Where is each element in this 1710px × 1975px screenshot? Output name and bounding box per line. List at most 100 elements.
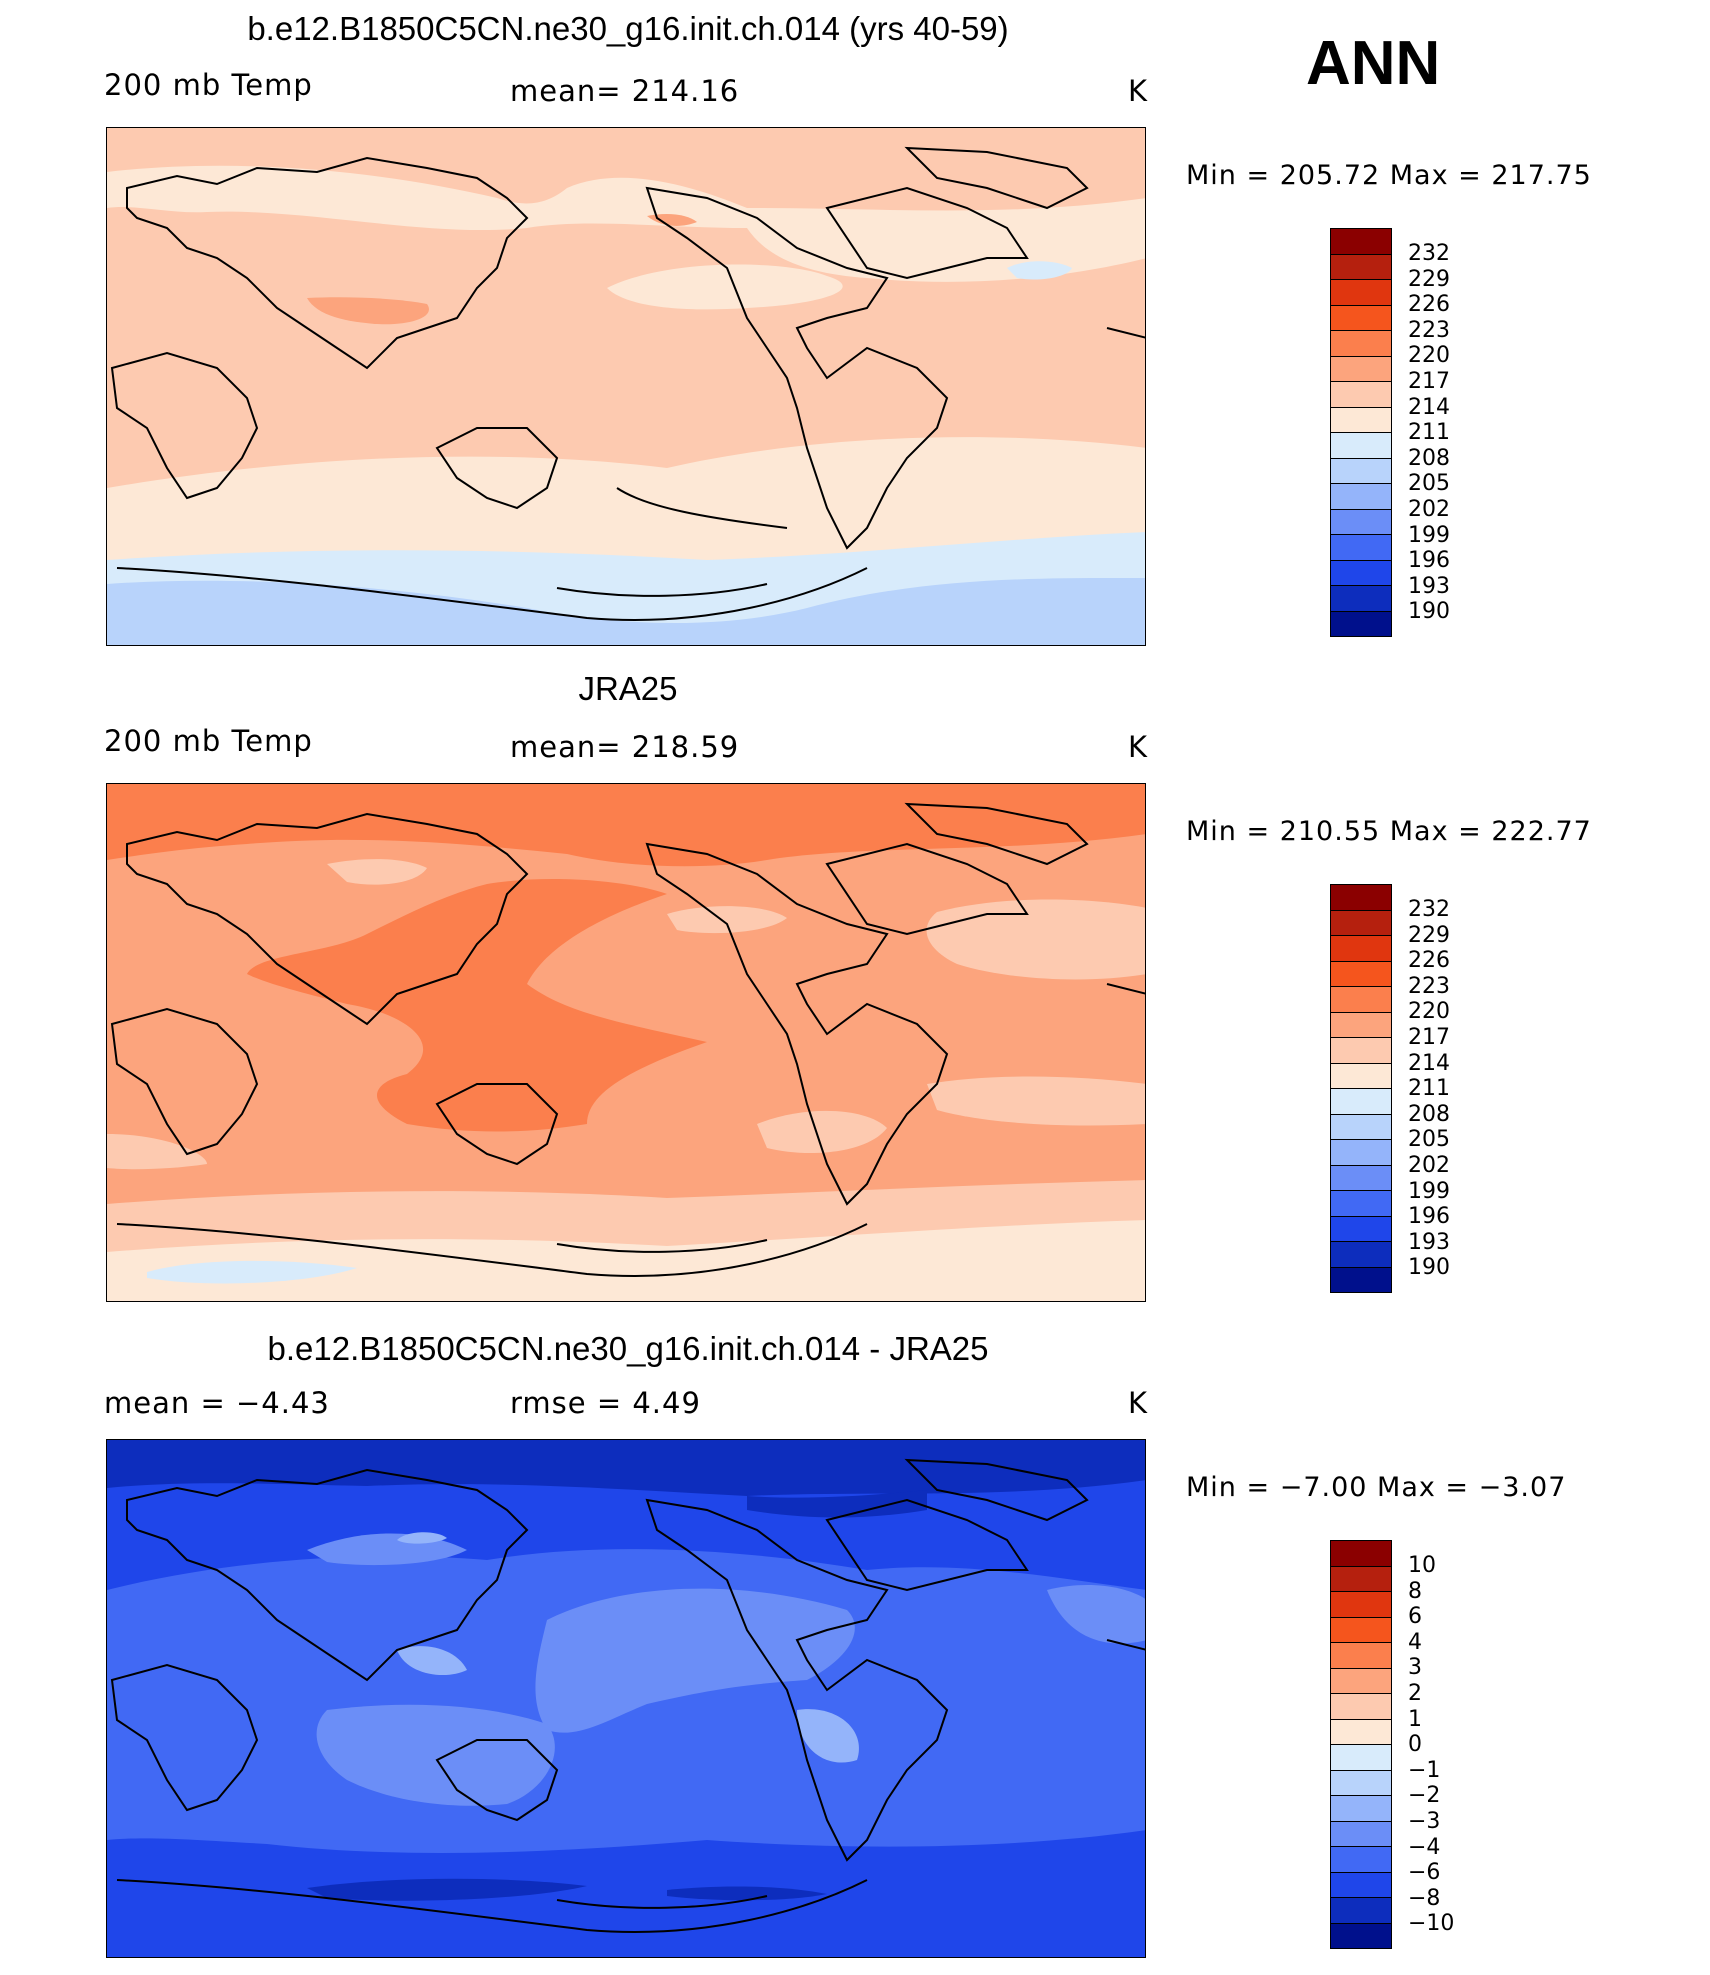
colorbar-swatch (1330, 432, 1392, 458)
panel-3-title: b.e12.B1850C5CN.ne30_g16.init.ch.014 - J… (267, 1330, 989, 1367)
colorbar-tick: 2 (1408, 1681, 1422, 1706)
colorbar-swatch (1330, 1139, 1392, 1165)
colorbar-tick: 223 (1408, 974, 1450, 999)
panel-3-colorbar (1330, 1540, 1392, 1949)
colorbar-swatch (1330, 330, 1392, 356)
colorbar-swatch (1330, 1113, 1392, 1139)
colorbar-swatch (1330, 457, 1392, 483)
colorbar-swatch (1330, 1565, 1392, 1591)
colorbar-swatch (1330, 406, 1392, 432)
colorbar-tick: 193 (1408, 1230, 1450, 1255)
panel-2-map (106, 783, 1146, 1302)
colorbar-tick: 202 (1408, 497, 1450, 522)
colorbar-swatch (1330, 228, 1392, 254)
colorbar-swatch (1330, 960, 1392, 986)
panel-3-minmax: Min = −7.00 Max = −3.07 (1186, 1472, 1567, 1503)
colorbar-tick: 220 (1408, 343, 1450, 368)
colorbar-tick: 193 (1408, 574, 1450, 599)
colorbar-swatch (1330, 559, 1392, 585)
panel-2-minmax: Min = 210.55 Max = 222.77 (1186, 816, 1592, 847)
colorbar-tick: −4 (1408, 1835, 1441, 1860)
panel-1-left-label: 200 mb Temp (104, 68, 313, 102)
colorbar-swatch (1330, 1846, 1392, 1872)
colorbar-tick: −6 (1408, 1860, 1441, 1885)
colorbar-swatch (1330, 1011, 1392, 1037)
colorbar-tick: 190 (1408, 599, 1450, 624)
colorbar-tick: 205 (1408, 1127, 1450, 1152)
colorbar-swatch (1330, 1062, 1392, 1088)
colorbar-tick: 1 (1408, 1707, 1422, 1732)
colorbar-swatch (1330, 909, 1392, 935)
panel-3-map (106, 1439, 1146, 1958)
colorbar-swatch (1330, 1871, 1392, 1897)
colorbar-swatch (1330, 1591, 1392, 1617)
colorbar-swatch (1330, 279, 1392, 305)
panel-2-left-label: 200 mb Temp (104, 724, 313, 758)
panel-1-title: b.e12.B1850C5CN.ne30_g16.init.ch.014 (yr… (247, 10, 1009, 47)
colorbar-swatch (1330, 1795, 1392, 1821)
season-label: ANN (1306, 29, 1441, 98)
panel-1-units: K (1128, 74, 1149, 108)
colorbar-tick: 229 (1408, 267, 1450, 292)
colorbar-tick: 8 (1408, 1579, 1422, 1604)
colorbar-tick: 199 (1408, 1179, 1450, 1204)
panel-3-left-label: mean = −4.43 (104, 1386, 330, 1420)
colorbar-tick: 223 (1408, 318, 1450, 343)
colorbar-tick: 217 (1408, 1025, 1450, 1050)
colorbar-tick: 0 (1408, 1732, 1422, 1757)
colorbar-swatch (1330, 1266, 1392, 1293)
panel-1-center-label: mean= 214.16 (510, 74, 740, 108)
colorbar-tick: 202 (1408, 1153, 1450, 1178)
colorbar-swatch (1330, 1088, 1392, 1114)
colorbar-swatch (1330, 1215, 1392, 1241)
colorbar-swatch (1330, 1616, 1392, 1642)
colorbar-tick: 232 (1408, 897, 1450, 922)
colorbar-swatch (1330, 1922, 1392, 1949)
colorbar-tick: 196 (1408, 1204, 1450, 1229)
colorbar-tick: 4 (1408, 1630, 1422, 1655)
colorbar-tick: 214 (1408, 395, 1450, 420)
colorbar-tick: 208 (1408, 1102, 1450, 1127)
colorbar-swatch (1330, 1744, 1392, 1770)
colorbar-tick: 226 (1408, 292, 1450, 317)
panel-1-colorbar (1330, 228, 1392, 637)
panel-3-center-label: rmse = 4.49 (510, 1386, 701, 1420)
colorbar-swatch (1330, 585, 1392, 611)
colorbar-tick: 226 (1408, 948, 1450, 973)
panel-1-minmax: Min = 205.72 Max = 217.75 (1186, 160, 1592, 191)
colorbar-swatch (1330, 508, 1392, 534)
colorbar-swatch (1330, 1241, 1392, 1267)
colorbar-tick: 214 (1408, 1051, 1450, 1076)
colorbar-swatch (1330, 1897, 1392, 1923)
colorbar-swatch (1330, 304, 1392, 330)
colorbar-swatch (1330, 1769, 1392, 1795)
colorbar-tick: 211 (1408, 1076, 1450, 1101)
colorbar-swatch (1330, 1540, 1392, 1566)
colorbar-tick: 6 (1408, 1604, 1422, 1629)
panel-2-title: JRA25 (578, 670, 678, 707)
panel-1-map (106, 127, 1146, 646)
colorbar-swatch (1330, 1190, 1392, 1216)
colorbar-swatch (1330, 1693, 1392, 1719)
colorbar-tick: 3 (1408, 1655, 1422, 1680)
colorbar-swatch (1330, 1642, 1392, 1668)
colorbar-tick: 211 (1408, 420, 1450, 445)
colorbar-tick: 199 (1408, 523, 1450, 548)
colorbar-tick: −3 (1408, 1809, 1441, 1834)
colorbar-swatch (1330, 483, 1392, 509)
colorbar-tick: −8 (1408, 1886, 1441, 1911)
colorbar-tick: 10 (1408, 1553, 1436, 1578)
colorbar-tick: −1 (1408, 1758, 1441, 1783)
colorbar-swatch (1330, 253, 1392, 279)
colorbar-swatch (1330, 534, 1392, 560)
colorbar-tick: 196 (1408, 548, 1450, 573)
panel-2-units: K (1128, 730, 1149, 764)
colorbar-tick: 190 (1408, 1255, 1450, 1280)
colorbar-swatch (1330, 1037, 1392, 1063)
colorbar-tick: −10 (1408, 1911, 1455, 1936)
panel-2-colorbar (1330, 884, 1392, 1293)
colorbar-tick: 232 (1408, 241, 1450, 266)
panel-2-center-label: mean= 218.59 (510, 730, 740, 764)
colorbar-swatch (1330, 986, 1392, 1012)
colorbar-swatch (1330, 1164, 1392, 1190)
